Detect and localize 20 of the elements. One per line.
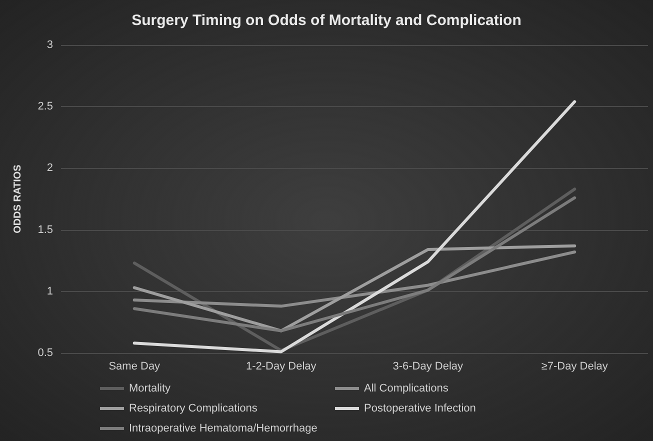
y-tick-label: 3 bbox=[46, 39, 53, 51]
line-series bbox=[132, 196, 576, 332]
line-series bbox=[132, 250, 576, 308]
y-tick-label: 2.5 bbox=[38, 100, 53, 113]
legend-label: Intraoperative Hematoma/Hemorrhage bbox=[129, 422, 318, 434]
legend-label: Mortality bbox=[129, 382, 172, 394]
y-tick-label: 1.5 bbox=[38, 224, 53, 236]
legend-label: Respiratory Complications bbox=[129, 402, 258, 414]
x-tick-label: Same Day bbox=[108, 360, 161, 372]
legend-label: Postoperative Infection bbox=[364, 402, 476, 414]
x-tick-label: 3-6-Day Delay bbox=[392, 360, 464, 372]
chart-title: Surgery Timing on Odds of Mortality and Complication bbox=[132, 12, 522, 29]
legend-label: All Complications bbox=[364, 382, 449, 394]
y-tick-label: 2 bbox=[46, 162, 53, 174]
line-series bbox=[132, 100, 576, 354]
y-axis-title: ODDS RATIOS bbox=[12, 164, 24, 234]
x-tick-label: ≥7-Day Delay bbox=[541, 360, 608, 372]
y-tick-label: 1 bbox=[46, 285, 53, 298]
y-tick-label: 0.5 bbox=[38, 347, 53, 359]
x-tick-label: 1-2-Day Delay bbox=[246, 360, 317, 372]
